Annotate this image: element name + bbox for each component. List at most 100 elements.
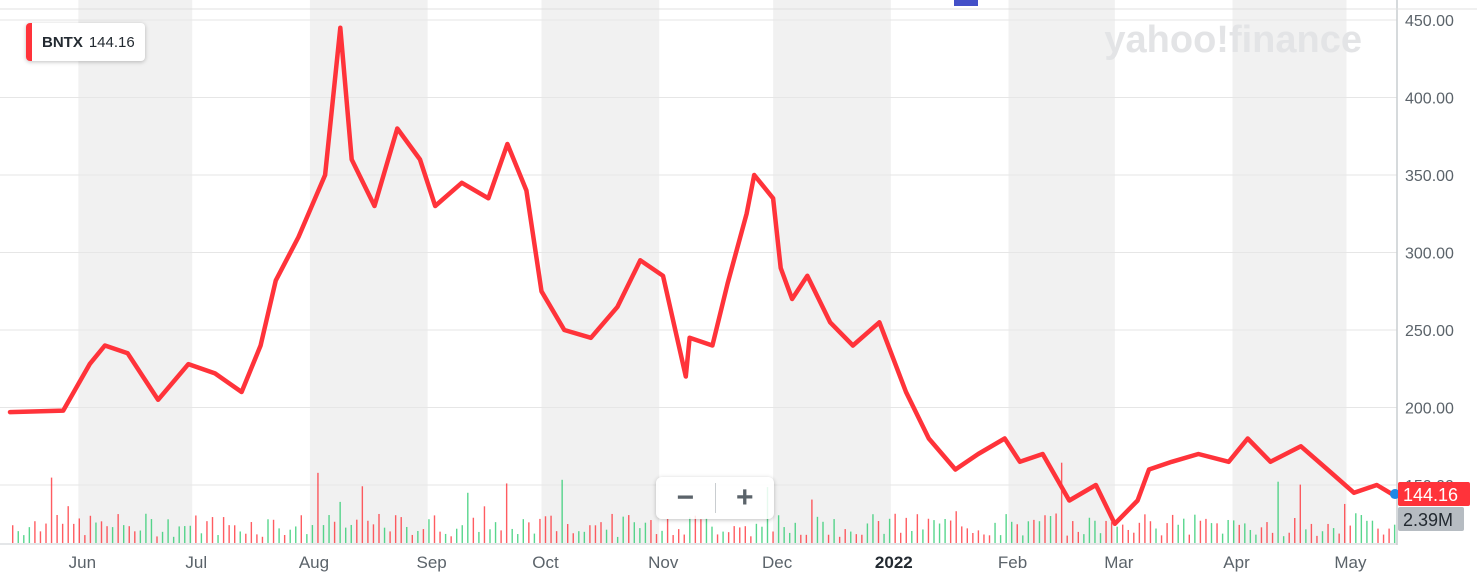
x-tick-label: Jun (69, 553, 96, 572)
volume-bar (827, 534, 830, 543)
month-band (1232, 0, 1347, 543)
volume-bar (1355, 513, 1357, 543)
volume-bar (999, 535, 1002, 543)
volume-bar (1038, 521, 1041, 543)
volume-bar (267, 519, 269, 543)
volume-bar (394, 515, 397, 543)
volume-bar (378, 513, 380, 543)
volume-bar (1332, 528, 1335, 543)
x-tick-label: Aug (299, 553, 329, 572)
volume-bar (805, 534, 808, 543)
volume-bar (1199, 520, 1202, 543)
volume-bar (888, 518, 891, 543)
volume-bar (800, 534, 802, 543)
volume-bar (95, 522, 97, 543)
volume-bar (761, 526, 763, 543)
volume-bar (894, 513, 896, 543)
volume-bar (211, 517, 214, 543)
volume-bar (200, 533, 203, 543)
volume-bar (256, 534, 258, 543)
volume-bar (1088, 517, 1091, 543)
volume-bar (727, 532, 730, 543)
volume-bar (938, 523, 941, 543)
volume-bar (661, 530, 663, 543)
volume-bar (550, 515, 552, 543)
volume-bar (439, 531, 441, 543)
volume-bar (84, 535, 86, 543)
volume-bar (1238, 524, 1240, 543)
series-color-swatch (26, 23, 32, 61)
volume-bar (161, 531, 164, 543)
volume-bar (1105, 520, 1107, 543)
volume-bar (1277, 481, 1279, 543)
volume-bar (322, 525, 325, 543)
volume-bar (1210, 523, 1213, 543)
volume-bar (311, 525, 314, 543)
month-band (773, 0, 891, 543)
volume-bar (572, 533, 574, 543)
volume-bar (1393, 524, 1396, 543)
volume-bar (861, 534, 863, 543)
series-legend[interactable]: BNTX 144.16 (26, 23, 145, 61)
volume-bar (123, 525, 125, 543)
volume-bar (755, 523, 758, 543)
range-handle[interactable] (954, 0, 978, 6)
volume-bar (306, 534, 308, 543)
x-tick-label: Apr (1223, 553, 1250, 572)
x-tick-label: May (1334, 553, 1367, 572)
volume-bar (128, 526, 130, 543)
volume-bar (1310, 523, 1313, 543)
volume-bar (350, 524, 352, 543)
volume-bar (1077, 531, 1079, 543)
volume-bar (361, 486, 364, 543)
volume-bar (483, 506, 486, 543)
volume-bar (1099, 533, 1102, 543)
volume-bar (822, 521, 824, 543)
volume-bar (1305, 529, 1307, 543)
volume-bar (289, 529, 291, 543)
volume-bar (61, 523, 64, 543)
volume-bar (34, 521, 36, 543)
volume-bar (722, 531, 724, 543)
volume-bar (927, 518, 930, 543)
volume-bar (167, 519, 169, 543)
volume-bar (250, 522, 253, 543)
volume-bar (1360, 515, 1363, 543)
volume-bar (877, 521, 880, 543)
volume-bar (23, 535, 25, 543)
volume-bar (505, 483, 508, 543)
volume-bar (628, 515, 630, 543)
volume-bar (1066, 535, 1068, 543)
volume-bar (1371, 520, 1374, 543)
volume-bar (367, 520, 369, 543)
zoom-in-button[interactable]: + (735, 481, 754, 514)
volume-bar (73, 523, 75, 543)
last-price-dot (1390, 489, 1400, 500)
volume-bar (1349, 525, 1351, 543)
volume-bar (67, 506, 69, 543)
volume-bar (783, 527, 785, 543)
y-tick-label: 300.00 (1405, 246, 1454, 263)
price-line (7, 25, 1395, 527)
zoom-out-button[interactable]: − (676, 481, 695, 514)
zoom-divider (714, 483, 716, 513)
volume-bar (1294, 518, 1296, 543)
volume-bar (1060, 462, 1063, 543)
volume-bar (189, 525, 191, 543)
volume-bar (678, 529, 680, 543)
volume-bar (1233, 520, 1235, 543)
volume-bar (184, 526, 186, 543)
volume-bar (700, 519, 702, 543)
volume-bar (1216, 523, 1218, 543)
volume-bar (1244, 523, 1246, 543)
volume-bar (711, 526, 713, 543)
volume-bar (666, 518, 669, 543)
volume-bar (317, 472, 319, 543)
volume-bar (428, 519, 430, 543)
volume-bar (744, 526, 746, 543)
volume-bar (616, 536, 619, 543)
volume-bar (1094, 520, 1096, 543)
volume-bar (333, 521, 336, 543)
volume-bar (195, 515, 197, 543)
